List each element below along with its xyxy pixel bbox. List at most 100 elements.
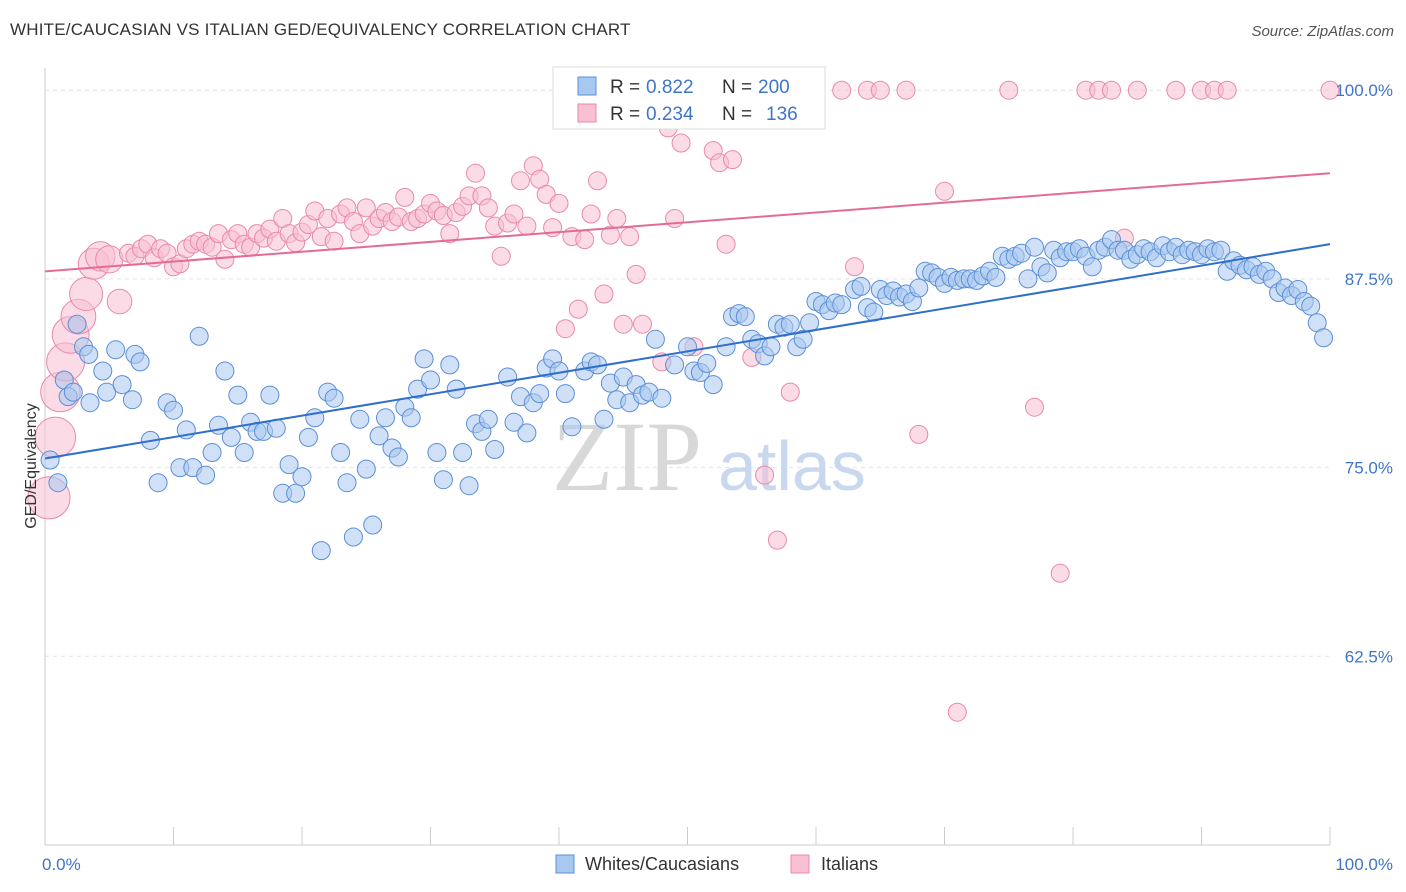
whites-point-120 bbox=[851, 276, 871, 296]
italians-point-1 bbox=[34, 416, 77, 459]
italians-point-109 bbox=[767, 530, 787, 550]
italians-point-120 bbox=[999, 80, 1019, 100]
source-note: Source: ZipAtlas.com bbox=[1251, 23, 1394, 40]
italians-point-97 bbox=[671, 133, 691, 153]
whites-point-42 bbox=[311, 541, 331, 561]
italians-point-67 bbox=[478, 198, 498, 218]
legend-label-italians: Italians bbox=[821, 854, 878, 874]
italians-point-122 bbox=[1050, 563, 1070, 583]
italians-point-26 bbox=[215, 249, 235, 269]
italians-point-125 bbox=[1102, 80, 1121, 100]
watermark-zip: ZIP bbox=[552, 401, 702, 512]
whites-point-62 bbox=[440, 355, 460, 375]
whites-point-38 bbox=[286, 483, 306, 503]
italians-point-91 bbox=[633, 314, 652, 334]
italians-point-108 bbox=[755, 465, 775, 485]
stats-blue-n-label: N = bbox=[722, 77, 752, 98]
stats-blue-n-value: 200 bbox=[758, 77, 790, 98]
y-tick-label-0: 62.5% bbox=[1345, 647, 1393, 666]
whites-point-112 bbox=[793, 329, 813, 349]
whites-point-44 bbox=[324, 388, 344, 408]
trend-line-italians bbox=[44, 172, 1331, 273]
whites-point-4 bbox=[63, 382, 83, 402]
whites-point-51 bbox=[369, 426, 389, 446]
italians-point-89 bbox=[620, 227, 640, 247]
whites-point-19 bbox=[164, 400, 183, 420]
whites-point-30 bbox=[234, 443, 254, 462]
whites-point-149 bbox=[1037, 263, 1057, 283]
whites-point-28 bbox=[221, 427, 241, 447]
italians-point-54 bbox=[395, 187, 415, 207]
italians-point-72 bbox=[511, 171, 530, 191]
whites-point-73 bbox=[517, 423, 537, 443]
italians-point-73 bbox=[517, 216, 537, 236]
whites-point-60 bbox=[427, 443, 447, 462]
italians-point-117 bbox=[909, 424, 929, 444]
italians-point-103 bbox=[716, 234, 736, 254]
whites-point-107 bbox=[761, 337, 781, 357]
whites-point-65 bbox=[459, 476, 479, 496]
whites-point-45 bbox=[331, 443, 351, 462]
italians-point-85 bbox=[594, 284, 614, 304]
y-tick-label-3: 100.0% bbox=[1335, 81, 1393, 100]
whites-point-80 bbox=[562, 417, 582, 437]
italians-point-121 bbox=[1025, 397, 1044, 417]
italians-point-126 bbox=[1127, 80, 1147, 100]
italians-point-83 bbox=[581, 204, 601, 224]
italians-point-88 bbox=[613, 314, 633, 334]
whites-point-54 bbox=[388, 447, 408, 467]
whites-point-61 bbox=[433, 470, 453, 490]
italians-point-65 bbox=[466, 163, 485, 183]
chart-title: WHITE/CAUCASIAN VS ITALIAN GED/EQUIVALEN… bbox=[10, 20, 631, 39]
italians-point-10 bbox=[106, 288, 133, 315]
italians-point-78 bbox=[549, 193, 569, 213]
italians-point-118 bbox=[935, 181, 954, 201]
y-tick-label-1: 75.0% bbox=[1345, 459, 1393, 478]
italians-point-110 bbox=[780, 382, 800, 402]
whites-point-29 bbox=[228, 385, 248, 405]
stats-blue-r-label: R = bbox=[610, 77, 640, 98]
whites-point-48 bbox=[350, 409, 370, 429]
whites-point-25 bbox=[202, 443, 222, 462]
whites-point-17 bbox=[148, 473, 168, 493]
whites-point-98 bbox=[697, 353, 717, 373]
whites-point-192 bbox=[1314, 328, 1334, 348]
whites-point-103 bbox=[735, 307, 755, 327]
whites-point-69 bbox=[485, 440, 505, 459]
y-tick-label-2: 87.5% bbox=[1345, 270, 1393, 289]
whites-point-7 bbox=[79, 344, 99, 364]
whites-point-99 bbox=[703, 375, 723, 395]
whites-point-93 bbox=[652, 388, 672, 408]
whites-point-46 bbox=[337, 473, 357, 493]
italians-point-69 bbox=[491, 246, 511, 266]
whites-point-59 bbox=[421, 370, 440, 390]
italians-point-82 bbox=[575, 230, 595, 250]
whites-point-92 bbox=[645, 329, 665, 349]
italians-point-71 bbox=[504, 204, 524, 224]
whites-point-9 bbox=[93, 361, 113, 381]
whites-point-75 bbox=[530, 384, 550, 404]
whites-point-52 bbox=[376, 408, 395, 428]
italians-point-104 bbox=[723, 150, 742, 170]
whites-point-0 bbox=[40, 450, 60, 470]
italians-point-113 bbox=[845, 257, 864, 277]
stats-pink-r-value: 0.234 bbox=[646, 104, 694, 125]
italians-point-116 bbox=[896, 80, 916, 100]
whites-point-190 bbox=[1301, 296, 1321, 316]
x-tick-label-1: 100.0% bbox=[1335, 855, 1393, 874]
whites-point-129 bbox=[909, 278, 929, 298]
italians-point-48 bbox=[356, 198, 376, 218]
y-axis-label: GED/Equivalency bbox=[23, 403, 40, 528]
whites-point-11 bbox=[106, 340, 126, 360]
whites-point-27 bbox=[215, 361, 235, 381]
whites-point-57 bbox=[408, 379, 428, 399]
stats-blue-r-value: 0.822 bbox=[646, 77, 694, 98]
whites-point-68 bbox=[478, 409, 498, 429]
whites-point-84 bbox=[594, 409, 614, 429]
legend-swatch-italians bbox=[790, 854, 810, 874]
whites-point-50 bbox=[363, 515, 383, 535]
whites-point-58 bbox=[414, 349, 434, 369]
whites-point-79 bbox=[555, 384, 575, 404]
whites-point-5 bbox=[67, 314, 87, 334]
trend-lines bbox=[44, 172, 1331, 460]
